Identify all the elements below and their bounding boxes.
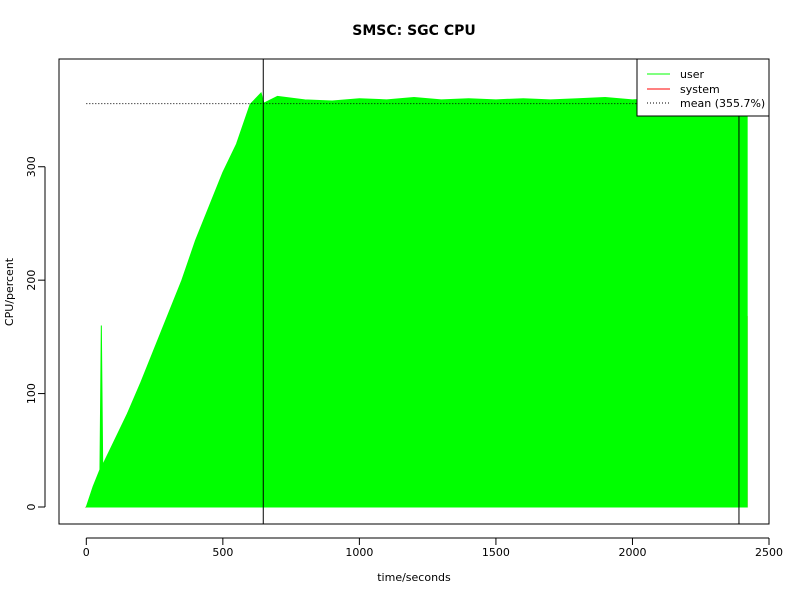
- y-tick-label: 100: [25, 383, 38, 404]
- user-series: [85, 92, 748, 508]
- y-tick-label: 200: [25, 270, 38, 291]
- x-axis-title: time/seconds: [377, 571, 451, 584]
- x-tick-label: 500: [212, 546, 233, 559]
- x-tick-label: 1000: [345, 546, 373, 559]
- y-tick-label: 0: [25, 503, 38, 510]
- user-area: [85, 92, 748, 508]
- legend-label-mean: mean (355.7%): [680, 97, 765, 110]
- y-tick-label: 300: [25, 156, 38, 177]
- x-tick-label: 1500: [482, 546, 510, 559]
- legend-label-user: user: [680, 68, 704, 81]
- plot-frame: [58, 58, 770, 525]
- plot-area: [84, 59, 748, 524]
- x-axis: 0 500 1000 1500 2000 2500: [83, 537, 783, 559]
- y-axis: 0 100 200 300: [25, 156, 46, 510]
- y-axis-title: CPU/percent: [3, 257, 16, 326]
- x-tick-label: 2500: [755, 546, 783, 559]
- chart-title: SMSC: SGC CPU: [352, 23, 475, 39]
- x-tick-label: 2000: [618, 546, 646, 559]
- legend: user system mean (355.7%): [636, 58, 770, 117]
- vertical-markers: [262, 59, 740, 524]
- x-tick-label: 0: [83, 546, 90, 559]
- legend-label-system: system: [680, 83, 720, 96]
- legend-box: [636, 58, 770, 117]
